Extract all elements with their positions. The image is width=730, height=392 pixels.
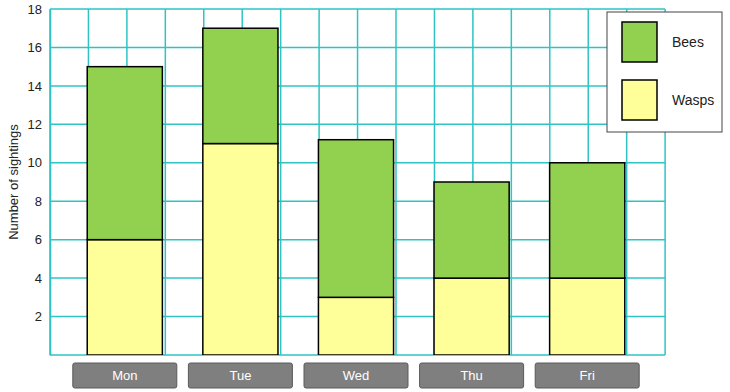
y-axis-line: [50, 10, 52, 356]
bar: [318, 140, 393, 298]
x-label-box: [304, 363, 408, 388]
grid-line-vertical: [395, 9, 397, 355]
y-tick: 12: [28, 117, 50, 132]
grid-line-vertical: [165, 9, 167, 355]
x-tick-label: Wed: [343, 368, 370, 383]
x-axis: Mon Tue Wed Thu Fri: [73, 355, 639, 388]
y-tick: 14: [28, 79, 50, 94]
y-tick-label: 18: [28, 2, 42, 17]
bars: [87, 28, 625, 355]
legend-label: Wasps: [672, 92, 714, 108]
legend-box: [607, 12, 722, 132]
y-tick-label: 10: [28, 155, 42, 170]
legend-item: Wasps: [622, 80, 714, 120]
x-tick-label: Fri: [580, 368, 595, 383]
bar: [87, 240, 162, 355]
y-tick: 8: [35, 194, 50, 209]
bar: [434, 278, 509, 355]
y-axis-title: Number of sightings: [6, 124, 21, 240]
grid-line-vertical: [511, 9, 513, 355]
bar: [87, 67, 162, 240]
y-tick-label: 2: [35, 309, 42, 324]
grid-line: [50, 47, 665, 49]
grid-line-vertical: [49, 9, 51, 355]
legend-swatch: [622, 80, 657, 120]
x-tick-label: Tue: [229, 368, 251, 383]
x-tick-label: Thu: [460, 368, 482, 383]
bar: [550, 278, 625, 355]
legend: Bees Wasps: [607, 12, 722, 132]
bar: [318, 297, 393, 355]
x-label-box: [420, 363, 524, 388]
x-tick: Mon: [73, 355, 177, 388]
grid-line-vertical: [280, 9, 282, 355]
y-tick: 10: [28, 155, 50, 170]
y-tick: 2: [35, 309, 50, 324]
bar: [550, 163, 625, 278]
legend-item: Bees: [622, 22, 704, 62]
y-tick-label: 14: [28, 79, 42, 94]
chart: 2 4 6 8 10 12 14 16 18 Mon Tue Wed Thu Fri Number of s…: [0, 0, 730, 392]
y-axis: 2 4 6 8 10 12 14 16 18: [28, 2, 51, 356]
grid-line: [50, 8, 665, 10]
x-label-box: [535, 363, 639, 388]
y-tick-label: 12: [28, 117, 42, 132]
x-tick: Tue: [188, 355, 292, 388]
legend-swatch: [622, 22, 657, 62]
y-tick-label: 16: [28, 40, 42, 55]
x-tick-label: Mon: [112, 368, 137, 383]
y-tick-label: 4: [35, 271, 42, 286]
x-label-box: [188, 363, 292, 388]
y-tick: 18: [28, 2, 50, 17]
legend-label: Bees: [672, 34, 704, 50]
x-tick: Wed: [304, 355, 408, 388]
bar: [203, 28, 278, 143]
bar: [203, 144, 278, 355]
bar: [434, 182, 509, 278]
x-tick: Fri: [535, 355, 639, 388]
y-tick: 4: [35, 271, 50, 286]
y-tick-label: 8: [35, 194, 42, 209]
x-tick: Thu: [420, 355, 524, 388]
y-tick: 16: [28, 40, 50, 55]
x-label-box: [73, 363, 177, 388]
y-tick-label: 6: [35, 232, 42, 247]
grid: [50, 9, 665, 355]
y-tick: 6: [35, 232, 50, 247]
bar-series: [87, 28, 625, 297]
